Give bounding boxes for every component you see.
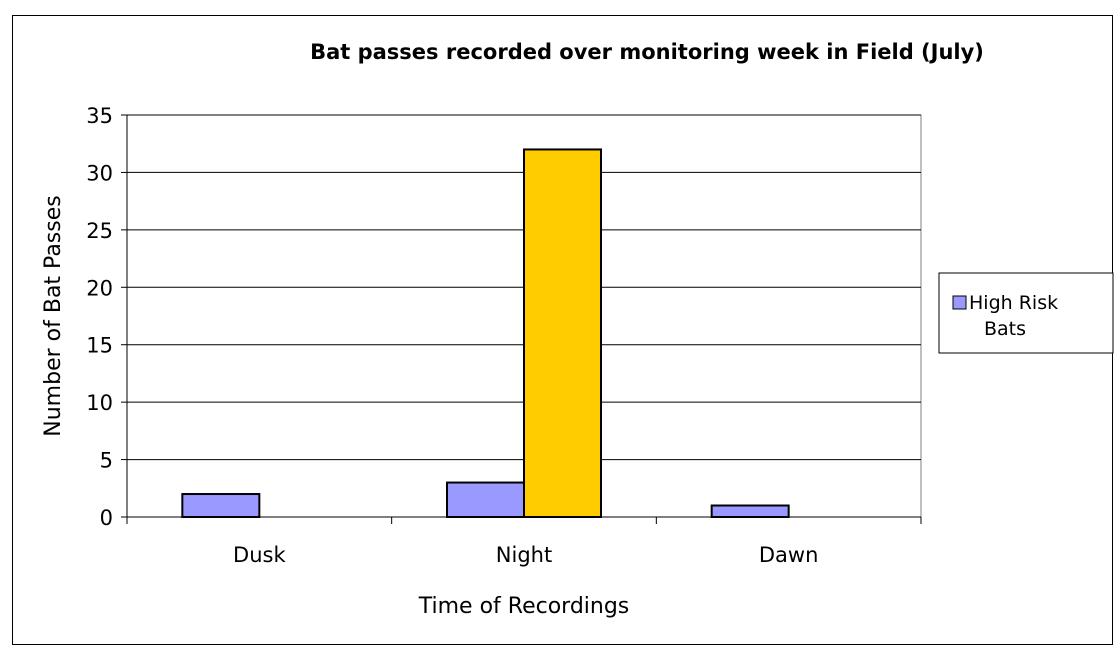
bar-dawn-series-1 <box>710 504 790 518</box>
x-tick-label-dusk: Dusk <box>233 543 286 567</box>
legend: High Risk Bats <box>938 272 1114 354</box>
y-tick-label: 5 <box>100 449 113 473</box>
y-tick-label: 25 <box>86 219 113 243</box>
y-tick-label: 30 <box>86 161 113 185</box>
x-axis-label: Time of Recordings <box>418 594 630 619</box>
y-tick-labels: 0 5 10 15 20 25 30 35 <box>86 104 113 530</box>
y-axis-label: Number of Bat Passes <box>41 195 66 436</box>
legend-box <box>938 272 1114 354</box>
bar-night-series-1 <box>446 481 525 518</box>
legend-swatch-high-risk-bats <box>952 295 967 310</box>
y-tick-label: 20 <box>86 276 113 300</box>
x-tick-label-night: Night <box>496 543 552 567</box>
y-tick-label: 0 <box>100 506 113 530</box>
y-tick-label: 10 <box>86 391 113 415</box>
y-tick-label: 15 <box>86 334 113 358</box>
bar-night-series-2 <box>523 148 602 518</box>
axes <box>121 114 922 524</box>
x-tick-label-dawn: Dawn <box>759 543 819 567</box>
chart-title: Bat passes recorded over monitoring week… <box>310 40 984 64</box>
legend-label-high-risk-bats: High Risk Bats <box>969 292 1064 340</box>
bar-dusk-series-1 <box>181 493 261 518</box>
x-tick-labels: Dusk Night Dawn <box>233 543 818 567</box>
y-tick-label: 35 <box>86 104 113 128</box>
